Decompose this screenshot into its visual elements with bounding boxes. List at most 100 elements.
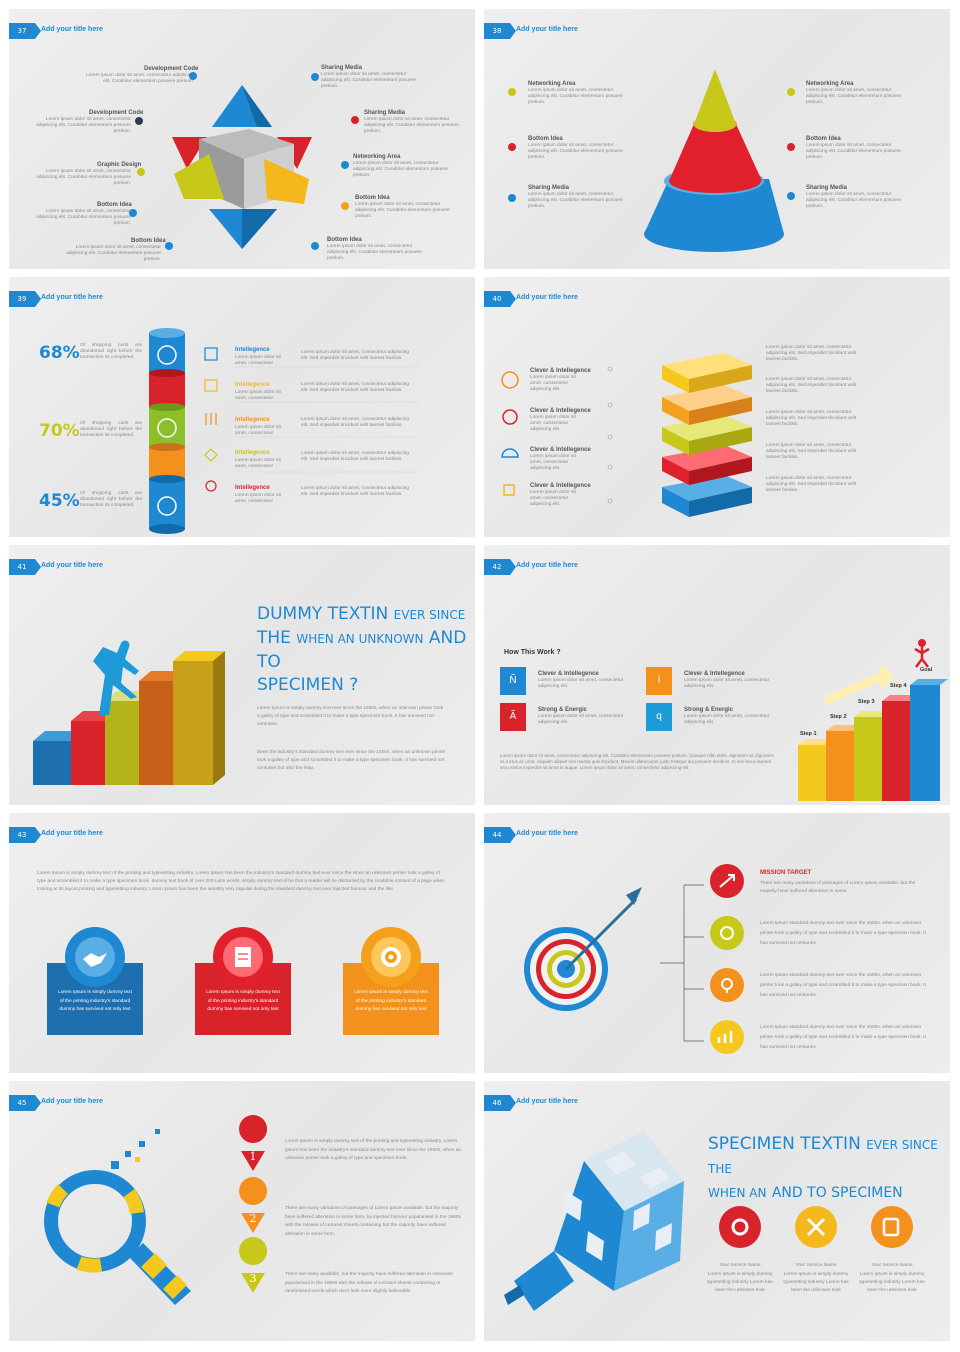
navy-dot xyxy=(135,117,143,125)
label: Networking Area xyxy=(528,81,576,87)
magnifier-art xyxy=(44,1115,268,1305)
blue-dot xyxy=(341,161,349,169)
desc: Lorem ipsum dolor sit amet, consectetur … xyxy=(327,244,422,261)
section-heading: How This Work ? xyxy=(504,649,561,656)
service-text: Lorem Ipsum is simply dummy typesetting … xyxy=(707,1272,773,1293)
item-sub: Lorem ipsum dolor sit amet, consectetur xyxy=(235,493,281,504)
service-text: Lorem Ipsum is simply dummy typesetting … xyxy=(783,1272,849,1293)
slide-42: 42 Add your title here How This Work ? Ñ… xyxy=(484,545,950,805)
item-text: Lorem ipsum dolor sit amet, consectetur … xyxy=(301,382,409,393)
service-text: Lorem Ipsum is simply dummy typesetting … xyxy=(859,1272,925,1293)
blue-dot xyxy=(311,73,319,81)
paragraph: Lorem Ipsum is simply dummy text ever si… xyxy=(257,706,444,727)
item-label: Strong & Energic xyxy=(684,707,734,713)
cylinder-stack xyxy=(149,328,419,534)
item-text: Lorem ipsum dolor sit amet, consectetur … xyxy=(301,451,409,462)
slide-number: 39 xyxy=(9,291,41,307)
slide-number: 46 xyxy=(484,1095,516,1111)
desc: Lorem ipsum dolor sit amet, consectetur … xyxy=(36,209,131,226)
paragraph: There are many available, but the majori… xyxy=(285,1272,453,1294)
item-label: Clever & Intellegence xyxy=(530,447,591,453)
slide-41: 41 Add your title here DUMMY TEXTIN EVER… xyxy=(9,545,475,805)
slide-45: 45 Add your title here 1 2 3 Lorem Ipsum… xyxy=(9,1081,475,1341)
item-text: Lorem ipsum dolor sit amet, consectetur … xyxy=(301,417,409,428)
item-text: Lorem ipsum dolor sit amet, consectetur … xyxy=(766,377,857,394)
item-text: Lorem ipsum dolor sit amet, consectetur … xyxy=(301,350,409,361)
step-label: Step 1 xyxy=(800,731,817,737)
yellow-dot xyxy=(787,88,795,96)
slide-46: 46 Add your title here SPECIMEN TEXTIN E… xyxy=(484,1081,950,1341)
item-text: Lorem ipsum dolor sit amet, consectetur … xyxy=(530,454,576,471)
stat-text: Of shopping carts are abandoned right be… xyxy=(80,343,142,360)
step-number: 1 xyxy=(249,1150,257,1163)
item-icon: Ã xyxy=(500,703,526,731)
stat-text: Of shopping carts are abandoned right be… xyxy=(80,491,142,508)
item-text: Lorem ipsum dolor sit amet, consectetur … xyxy=(530,415,576,432)
target-diagram xyxy=(524,864,744,1054)
label: Bottom Idea xyxy=(131,238,166,244)
slide-number: 42 xyxy=(484,559,516,575)
step-label: Goal xyxy=(920,667,933,673)
slide-number: 38 xyxy=(484,23,516,39)
card-text: Lorem Ipsum is simply dummy text of the … xyxy=(58,990,132,1012)
headline-part: THE xyxy=(257,628,291,648)
paragraph: Lorem Ipsum is simply dummy text of the … xyxy=(285,1139,462,1161)
headline-part: WHEN AN UNKNOWN xyxy=(296,632,424,646)
item-label: Intellegence xyxy=(235,417,270,423)
item-label: Intellegence xyxy=(235,450,270,456)
item-text: Lorem ipsum dolor sit amet, consectetur … xyxy=(766,410,857,427)
step-number: 2 xyxy=(249,1212,257,1225)
slide-title: Add your title here xyxy=(41,1098,103,1105)
paragraph: Lorem ipsum dolor sit amet, consectetur … xyxy=(500,753,774,770)
slide-37: 37 Add your title here Development Code … xyxy=(9,9,475,269)
desc: Lorem ipsum dolor sit amet, consectetur … xyxy=(355,202,450,219)
yellow-dot xyxy=(137,168,145,176)
item-text: Lorem ipsum dolor sit amet, consectetur … xyxy=(301,486,409,497)
paragraph: Lorem Ipsum standard dummy text ever sin… xyxy=(760,1025,926,1050)
stat-percent: 70% xyxy=(39,421,80,441)
label: Graphic Design xyxy=(97,162,142,168)
slide-title: Add your title here xyxy=(41,562,103,569)
item-icon: Ñ xyxy=(500,667,526,695)
slide-title: Add your title here xyxy=(41,294,103,301)
paragraph: Lorem Ipsum standard dummy text ever sin… xyxy=(760,921,926,946)
blue-dot xyxy=(508,194,516,202)
stat-percent: 45% xyxy=(39,491,80,511)
item-label: Intellegence xyxy=(235,485,270,491)
slide-number: 41 xyxy=(9,559,41,575)
item-text: Lorem ipsum dolor sit amet, consectetur … xyxy=(530,375,576,392)
intro-paragraph: Lorem Ipsum is simply dummy text of the … xyxy=(37,871,445,892)
item-label: Intellegence xyxy=(235,382,270,388)
blue-dot xyxy=(787,192,795,200)
label: Bottom Idea xyxy=(355,195,390,201)
step-label: Step 2 xyxy=(830,714,847,720)
slide-38: 38 Add your title here Networking Area L… xyxy=(484,9,950,269)
stat-percent: 68% xyxy=(39,343,80,363)
item-text: Lorem ipsum dolor sit amet, consectetur … xyxy=(538,714,624,725)
headline-part: SPECIMEN TEXTIN xyxy=(708,1134,861,1154)
label: Bottom Idea xyxy=(806,136,841,142)
paragraph: Lorem Ipsum standard dummy text ever sin… xyxy=(760,973,926,998)
label: Bottom Idea xyxy=(528,136,563,142)
blue-dot xyxy=(189,72,197,80)
headline-part: WHEN AN xyxy=(708,1186,767,1200)
service-name: Your Service Name xyxy=(871,1263,913,1268)
cone-diagram xyxy=(644,69,784,252)
step-label: Step 4 xyxy=(890,683,907,689)
slide-40: 40 Add your title here Clever & Intelleg… xyxy=(484,277,950,537)
slide-title: Add your title here xyxy=(516,26,578,33)
item-text: Lorem ipsum dolor sit amet, consectetur … xyxy=(530,490,576,507)
headline-part: AND TO xyxy=(257,628,467,672)
item-text: Lorem ipsum dolor sit amet, consectetur … xyxy=(766,443,857,460)
card-text: Lorem Ipsum is simply dummy text of the … xyxy=(354,990,428,1012)
label: Networking Area xyxy=(353,154,401,160)
item-sub: Lorem ipsum dolor sit amet, consectetur xyxy=(235,390,281,401)
cards-art xyxy=(47,927,439,1035)
label: Sharing Media xyxy=(806,185,848,191)
step-number: 3 xyxy=(249,1272,257,1285)
slide-number: 43 xyxy=(9,827,41,843)
desc: Lorem ipsum dolor sit amet, consectetur … xyxy=(528,143,623,160)
blue-dot xyxy=(311,242,319,250)
blue-dot xyxy=(165,242,173,250)
label: Development Code xyxy=(144,66,199,72)
